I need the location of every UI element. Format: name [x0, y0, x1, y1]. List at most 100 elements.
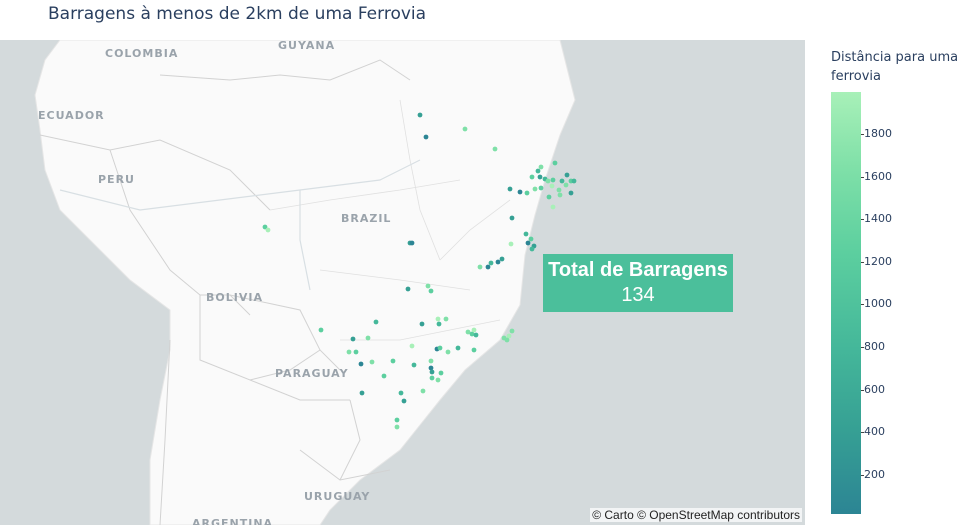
dam-marker[interactable]: [359, 390, 365, 396]
dam-marker[interactable]: [506, 333, 512, 339]
dam-marker[interactable]: [564, 172, 570, 178]
dam-marker[interactable]: [504, 337, 510, 343]
dam-marker[interactable]: [524, 190, 530, 196]
border-line: [319, 269, 471, 291]
dam-marker[interactable]: [529, 174, 535, 180]
dam-marker[interactable]: [429, 375, 435, 381]
dam-marker[interactable]: [369, 359, 375, 365]
dam-marker[interactable]: [528, 236, 534, 242]
dam-marker[interactable]: [546, 194, 552, 200]
dam-marker[interactable]: [435, 316, 441, 322]
dam-marker[interactable]: [465, 329, 471, 335]
annotation-value: 134: [621, 284, 655, 306]
dam-marker[interactable]: [428, 365, 434, 371]
dam-marker[interactable]: [438, 370, 444, 376]
dam-marker[interactable]: [462, 126, 468, 132]
dam-marker[interactable]: [571, 178, 577, 184]
dam-marker[interactable]: [428, 358, 434, 364]
dam-marker[interactable]: [353, 349, 359, 355]
dam-marker[interactable]: [532, 186, 538, 192]
dam-marker[interactable]: [394, 417, 400, 423]
country-label-paraguay: PARAGUAY: [275, 367, 349, 380]
colorbar-tick: 1600: [861, 170, 892, 183]
dam-marker[interactable]: [473, 332, 479, 338]
dam-marker[interactable]: [350, 336, 356, 342]
dam-marker[interactable]: [537, 174, 543, 180]
border-line: [399, 99, 441, 261]
dam-marker[interactable]: [492, 146, 498, 152]
dam-marker[interactable]: [523, 231, 529, 237]
dam-marker[interactable]: [509, 328, 515, 334]
dam-marker[interactable]: [409, 343, 415, 349]
dam-marker[interactable]: [346, 349, 352, 355]
dam-markers[interactable]: [262, 112, 577, 430]
dam-marker[interactable]: [394, 424, 400, 430]
dam-marker[interactable]: [318, 327, 324, 333]
dam-marker[interactable]: [471, 347, 477, 353]
dam-marker[interactable]: [435, 377, 441, 383]
dam-marker[interactable]: [477, 264, 483, 270]
dam-marker[interactable]: [429, 369, 435, 375]
dam-marker[interactable]: [262, 224, 268, 230]
dam-marker[interactable]: [509, 215, 515, 221]
dam-marker[interactable]: [557, 192, 563, 198]
dam-marker[interactable]: [436, 321, 442, 327]
dam-marker[interactable]: [535, 168, 541, 174]
dam-marker[interactable]: [358, 361, 364, 367]
border-line: [39, 134, 271, 211]
dam-marker[interactable]: [485, 264, 491, 270]
dam-marker[interactable]: [401, 398, 407, 404]
dam-marker[interactable]: [265, 227, 271, 233]
dam-marker[interactable]: [517, 189, 523, 195]
river: [59, 159, 421, 211]
dam-marker[interactable]: [507, 186, 513, 192]
dam-marker[interactable]: [455, 345, 461, 351]
basemap: COLOMBIA GUYANA ECUADOR PERU BRAZIL BOLI…: [34, 40, 577, 525]
dam-marker[interactable]: [471, 327, 477, 333]
dam-marker[interactable]: [508, 241, 514, 247]
dam-marker[interactable]: [381, 373, 387, 379]
river: [299, 190, 311, 291]
dam-marker[interactable]: [545, 178, 551, 184]
country-label-colombia: COLOMBIA: [105, 47, 178, 60]
dam-marker[interactable]: [428, 288, 434, 294]
dam-marker[interactable]: [409, 240, 415, 246]
dam-marker[interactable]: [550, 177, 556, 183]
dam-marker[interactable]: [538, 164, 544, 170]
dam-marker[interactable]: [499, 256, 505, 262]
dam-marker[interactable]: [423, 134, 429, 140]
dam-marker[interactable]: [443, 316, 449, 322]
country-label-guyana: GUYANA: [278, 40, 335, 52]
colorbar-tick: 1800: [861, 127, 892, 140]
dam-marker[interactable]: [559, 178, 565, 184]
dam-marker[interactable]: [390, 358, 396, 364]
country-label-uruguay: URUGUAY: [304, 490, 370, 503]
dam-marker[interactable]: [373, 319, 379, 325]
dam-marker[interactable]: [405, 286, 411, 292]
map-attribution[interactable]: © Carto © OpenStreetMap contributors: [590, 508, 802, 522]
dam-marker[interactable]: [420, 388, 426, 394]
dam-marker[interactable]: [550, 204, 556, 210]
dam-marker[interactable]: [538, 185, 544, 191]
border-line: [159, 339, 171, 525]
dam-marker[interactable]: [488, 260, 494, 266]
dam-marker[interactable]: [417, 112, 423, 118]
dam-marker[interactable]: [398, 390, 404, 396]
colorbar-tick: 600: [861, 383, 885, 396]
dam-marker[interactable]: [552, 160, 558, 166]
colorbar-tick: 1200: [861, 255, 892, 268]
dam-marker[interactable]: [365, 335, 371, 341]
dam-marker[interactable]: [563, 182, 569, 188]
dam-marker[interactable]: [568, 190, 574, 196]
dam-marker[interactable]: [495, 259, 501, 265]
dam-marker[interactable]: [425, 283, 431, 289]
dam-marker[interactable]: [437, 345, 443, 351]
dam-marker[interactable]: [556, 187, 562, 193]
dam-marker[interactable]: [445, 349, 451, 355]
dam-marker[interactable]: [549, 183, 555, 189]
dam-marker[interactable]: [419, 321, 425, 327]
dam-marker[interactable]: [469, 331, 475, 337]
dam-marker[interactable]: [525, 240, 531, 246]
dam-marker[interactable]: [529, 246, 535, 252]
dam-marker[interactable]: [411, 362, 417, 368]
